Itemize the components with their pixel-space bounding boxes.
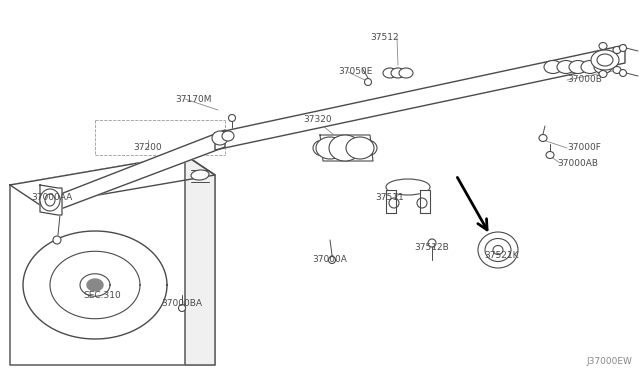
- Ellipse shape: [228, 115, 236, 122]
- Ellipse shape: [391, 68, 405, 78]
- Ellipse shape: [557, 61, 575, 74]
- Text: 37000AB: 37000AB: [557, 158, 598, 167]
- Ellipse shape: [222, 131, 234, 141]
- Ellipse shape: [485, 238, 511, 262]
- Text: 37000B: 37000B: [567, 76, 602, 84]
- Ellipse shape: [597, 54, 613, 66]
- Text: J37000EW: J37000EW: [586, 357, 632, 366]
- Text: 37050E: 37050E: [338, 67, 372, 77]
- Ellipse shape: [599, 71, 607, 77]
- Ellipse shape: [613, 67, 621, 74]
- Text: 37512B: 37512B: [415, 244, 449, 253]
- Ellipse shape: [212, 131, 228, 145]
- Text: 37170M: 37170M: [175, 94, 211, 103]
- Text: 37000F: 37000F: [567, 144, 601, 153]
- Text: 37521K: 37521K: [484, 250, 519, 260]
- Ellipse shape: [179, 305, 186, 311]
- Ellipse shape: [383, 68, 397, 78]
- Ellipse shape: [345, 140, 365, 156]
- Ellipse shape: [389, 198, 399, 208]
- Ellipse shape: [45, 194, 55, 206]
- Ellipse shape: [493, 246, 503, 254]
- Ellipse shape: [546, 151, 554, 158]
- Polygon shape: [87, 279, 103, 291]
- Polygon shape: [10, 155, 215, 205]
- Ellipse shape: [569, 61, 587, 74]
- Polygon shape: [420, 190, 430, 213]
- Polygon shape: [320, 135, 373, 161]
- Ellipse shape: [417, 198, 427, 208]
- Polygon shape: [215, 45, 625, 150]
- Text: SEC.310: SEC.310: [83, 291, 121, 299]
- Polygon shape: [23, 231, 167, 339]
- Ellipse shape: [53, 236, 61, 244]
- Ellipse shape: [428, 239, 436, 247]
- Ellipse shape: [594, 61, 612, 74]
- Polygon shape: [386, 190, 396, 213]
- Ellipse shape: [620, 70, 627, 77]
- Ellipse shape: [399, 68, 413, 78]
- Ellipse shape: [328, 257, 335, 263]
- Ellipse shape: [316, 137, 344, 159]
- Ellipse shape: [191, 170, 209, 180]
- Ellipse shape: [335, 140, 355, 156]
- Text: 37320: 37320: [304, 115, 332, 125]
- Ellipse shape: [620, 45, 627, 51]
- Text: 37000A: 37000A: [312, 256, 348, 264]
- Ellipse shape: [599, 42, 607, 49]
- Ellipse shape: [346, 137, 374, 159]
- Text: 37511: 37511: [376, 193, 404, 202]
- Ellipse shape: [313, 140, 333, 156]
- Polygon shape: [185, 155, 215, 365]
- Polygon shape: [40, 185, 62, 215]
- Ellipse shape: [329, 135, 361, 161]
- Ellipse shape: [357, 140, 377, 156]
- Text: 37512: 37512: [371, 33, 399, 42]
- Polygon shape: [10, 155, 215, 365]
- Ellipse shape: [325, 140, 345, 156]
- Text: 37200: 37200: [134, 144, 163, 153]
- Text: 37000AA: 37000AA: [31, 193, 72, 202]
- Ellipse shape: [40, 189, 60, 211]
- Ellipse shape: [613, 46, 621, 54]
- Text: 37000BA: 37000BA: [161, 298, 202, 308]
- Ellipse shape: [386, 179, 430, 195]
- Polygon shape: [58, 130, 225, 210]
- Ellipse shape: [478, 232, 518, 268]
- Ellipse shape: [544, 61, 562, 74]
- Ellipse shape: [591, 50, 619, 70]
- Ellipse shape: [581, 61, 599, 74]
- Ellipse shape: [365, 78, 371, 86]
- Ellipse shape: [539, 135, 547, 141]
